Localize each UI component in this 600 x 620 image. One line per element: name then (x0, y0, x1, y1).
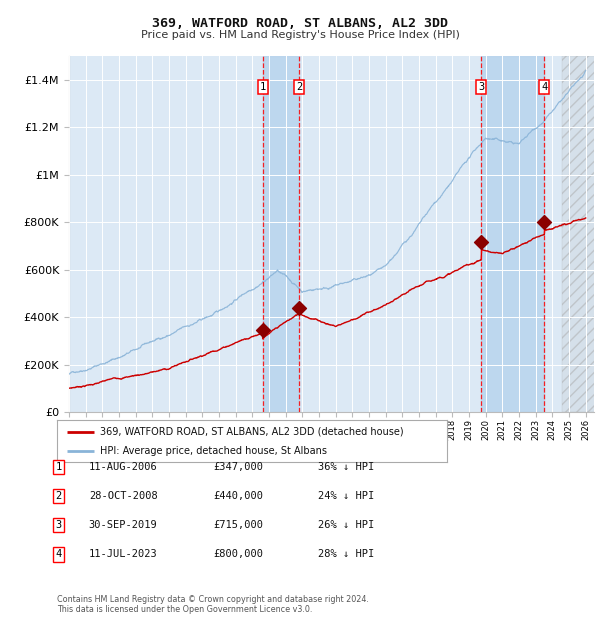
Point (476, 237, 486, 247)
Text: 28% ↓ HPI: 28% ↓ HPI (318, 549, 374, 559)
Text: Price paid vs. HM Land Registry's House Price Index (HPI): Price paid vs. HM Land Registry's House … (140, 30, 460, 40)
Text: Contains HM Land Registry data © Crown copyright and database right 2024.: Contains HM Land Registry data © Crown c… (57, 595, 369, 604)
Text: £440,000: £440,000 (213, 491, 263, 501)
Point (295, 303, 304, 312)
Text: 2: 2 (56, 491, 62, 501)
Point (539, 217, 549, 227)
Text: HPI: Average price, detached house, St Albans: HPI: Average price, detached house, St A… (100, 446, 327, 456)
Text: 1: 1 (56, 462, 62, 472)
Bar (481, 56, 544, 412)
Bar (562, 56, 599, 412)
Bar (263, 56, 299, 412)
Text: 24% ↓ HPI: 24% ↓ HPI (318, 491, 374, 501)
Text: 4: 4 (56, 549, 62, 559)
Text: £347,000: £347,000 (213, 462, 263, 472)
Text: 3: 3 (478, 82, 485, 92)
Text: 28-OCT-2008: 28-OCT-2008 (89, 491, 158, 501)
Text: £800,000: £800,000 (213, 549, 263, 559)
Point (258, 325, 268, 335)
Text: 11-AUG-2006: 11-AUG-2006 (89, 462, 158, 472)
Text: 4: 4 (541, 82, 548, 92)
Text: 11-JUL-2023: 11-JUL-2023 (89, 549, 158, 559)
Text: 36% ↓ HPI: 36% ↓ HPI (318, 462, 374, 472)
Text: 26% ↓ HPI: 26% ↓ HPI (318, 520, 374, 530)
Text: 369, WATFORD ROAD, ST ALBANS, AL2 3DD: 369, WATFORD ROAD, ST ALBANS, AL2 3DD (152, 17, 448, 30)
Text: 3: 3 (56, 520, 62, 530)
Text: £715,000: £715,000 (213, 520, 263, 530)
Text: 1: 1 (260, 82, 266, 92)
Text: This data is licensed under the Open Government Licence v3.0.: This data is licensed under the Open Gov… (57, 604, 313, 614)
Text: 2: 2 (296, 82, 302, 92)
Text: 30-SEP-2019: 30-SEP-2019 (89, 520, 158, 530)
Text: 369, WATFORD ROAD, ST ALBANS, AL2 3DD (detached house): 369, WATFORD ROAD, ST ALBANS, AL2 3DD (d… (100, 427, 404, 436)
